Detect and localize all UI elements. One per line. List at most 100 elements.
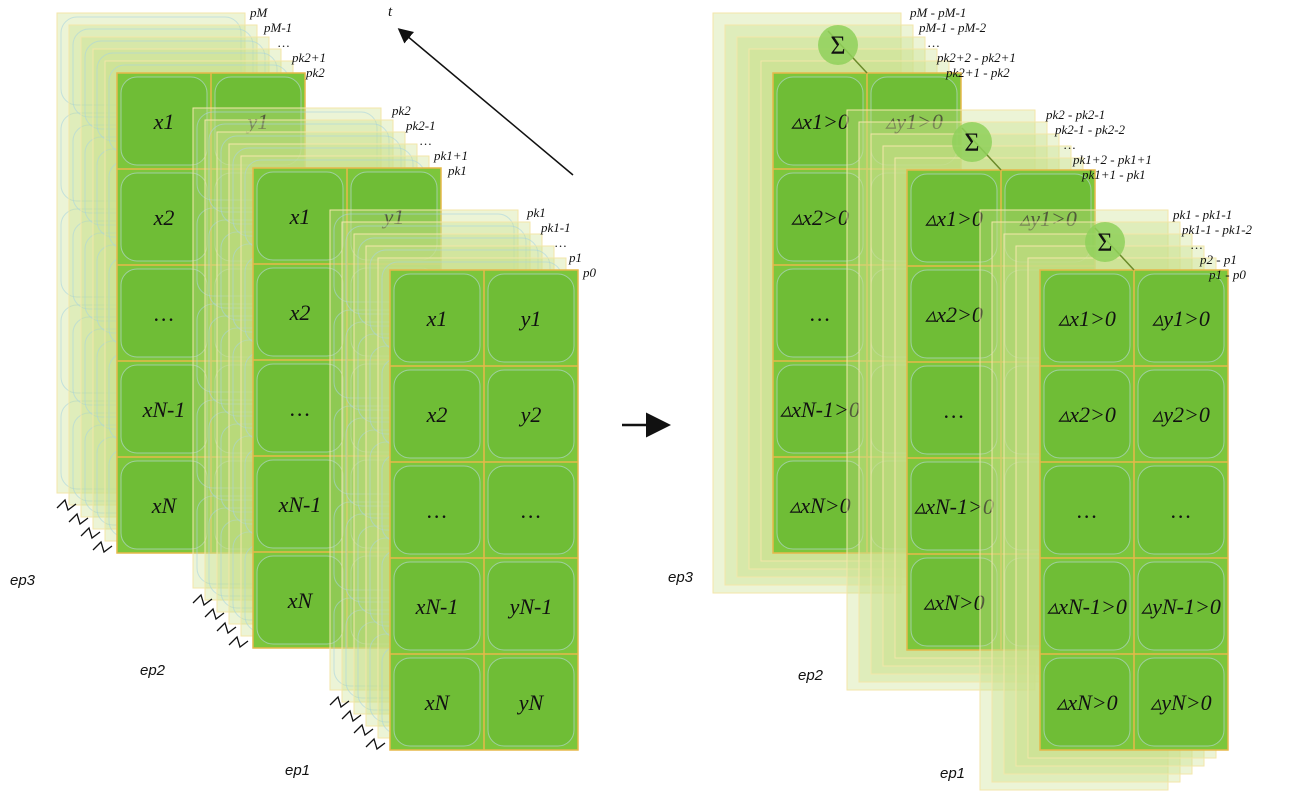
cell-label: x1 xyxy=(426,306,448,331)
step-label: … xyxy=(420,133,432,148)
cell-label: xN-1 xyxy=(142,397,186,422)
step-label: … xyxy=(278,35,290,50)
cell-label: y1 xyxy=(519,306,542,331)
timing-icon xyxy=(192,593,213,607)
step-label: pk1-1 - pk1-2 xyxy=(1181,222,1253,237)
step-label: … xyxy=(1191,237,1203,252)
cell-box xyxy=(1137,657,1225,747)
sum-symbol: Σ xyxy=(964,128,979,157)
cell-label: … xyxy=(1077,498,1097,523)
cell-label: ▵x1>0 xyxy=(791,109,849,134)
cell-box xyxy=(1043,561,1131,651)
step-label: pk2 xyxy=(391,103,411,118)
cell-label: x2 xyxy=(426,402,448,427)
cell-box xyxy=(120,460,208,550)
cell-label: ▵x2>0 xyxy=(925,302,983,327)
cell-label: ▵yN>0 xyxy=(1150,690,1211,715)
timing-icon xyxy=(56,498,77,512)
cell-box xyxy=(776,172,864,262)
cell-box xyxy=(393,561,481,651)
cell-box xyxy=(393,657,481,747)
cell-box xyxy=(1137,561,1225,651)
timing-icon xyxy=(92,540,113,554)
cell-box xyxy=(776,364,864,454)
step-label: … xyxy=(1064,137,1076,152)
episode-label: ep2 xyxy=(140,662,166,679)
step-label: pM - pM-1 xyxy=(909,5,966,20)
cell-label: … xyxy=(810,301,830,326)
cell-box xyxy=(393,273,481,363)
time-arrow xyxy=(397,28,574,176)
episode-label: ep1 xyxy=(940,765,965,782)
cell-label: … xyxy=(427,498,447,523)
cell-box xyxy=(487,369,575,459)
cell-box xyxy=(393,465,481,555)
step-label: pk1 xyxy=(526,205,546,220)
step-label: pM-1 - pM-2 xyxy=(918,20,987,35)
cell-label: … xyxy=(1171,498,1191,523)
timing-icon xyxy=(228,635,249,649)
cell-label: ▵yN-1>0 xyxy=(1141,594,1221,619)
cell-box xyxy=(910,557,998,647)
cell-label: y1 xyxy=(246,109,269,134)
step-label: pk2+1 - pk2 xyxy=(945,65,1010,80)
cell-box xyxy=(776,460,864,550)
cell-label: … xyxy=(944,398,964,423)
timing-icon xyxy=(365,737,386,751)
cell-box xyxy=(1004,173,1092,263)
cell-label: xN xyxy=(424,690,451,715)
cell-box xyxy=(1137,273,1225,363)
step-label: pk2+1 xyxy=(291,50,326,65)
step-label: pk2+2 - pk2+1 xyxy=(936,50,1016,65)
step-label: p1 - p0 xyxy=(1208,267,1246,282)
cell-box xyxy=(1137,369,1225,459)
cell-label: ▵x2>0 xyxy=(791,205,849,230)
cell-box xyxy=(487,465,575,555)
cell-box xyxy=(487,657,575,747)
cell-label: ▵xN>0 xyxy=(923,590,984,615)
timing-icon xyxy=(353,723,374,737)
sum-circle xyxy=(952,122,992,162)
cell-label: y2 xyxy=(519,402,542,427)
step-label: pk1+2 - pk1+1 xyxy=(1072,152,1152,167)
cell-label: xN xyxy=(151,493,178,518)
cell-box xyxy=(776,76,864,166)
cell-label: x2 xyxy=(289,300,311,325)
cell-label: yN-1 xyxy=(508,594,553,619)
cell-label: ▵xN>0 xyxy=(1056,690,1117,715)
cell-label: ▵x2>0 xyxy=(1058,402,1116,427)
sum-symbol: Σ xyxy=(830,31,845,60)
step-label: pk2-1 - pk2-2 xyxy=(1054,122,1126,137)
cell-box xyxy=(120,76,208,166)
cell-label: xN xyxy=(287,588,314,613)
cell-label: ▵y1>0 xyxy=(1152,306,1210,331)
step-label: pk1-1 xyxy=(540,220,571,235)
cell-box xyxy=(1043,465,1131,555)
timing-icon xyxy=(68,512,89,526)
episode-label: ep3 xyxy=(10,572,36,589)
timing-icon xyxy=(216,621,237,635)
cell-box xyxy=(214,76,302,166)
cell-label: ▵xN>0 xyxy=(789,493,850,518)
step-label: p0 xyxy=(582,265,597,280)
step-label: pk2-1 xyxy=(405,118,436,133)
cell-box xyxy=(910,461,998,551)
cell-box xyxy=(910,173,998,263)
step-label: pk1 - pk1-1 xyxy=(1172,207,1232,222)
step-label: pk2 - pk2-1 xyxy=(1045,107,1105,122)
step-label: … xyxy=(928,35,940,50)
step-label: pk1+1 - pk1 xyxy=(1081,167,1146,182)
cell-box xyxy=(870,76,958,166)
cell-label: x1 xyxy=(153,109,175,134)
timing-icon xyxy=(204,607,225,621)
cell-label: ▵x1>0 xyxy=(1058,306,1116,331)
step-label: pk2 xyxy=(305,65,325,80)
cell-box xyxy=(120,364,208,454)
timing-icon xyxy=(329,695,350,709)
cell-box xyxy=(910,269,998,359)
cell-box xyxy=(910,365,998,455)
step-label: pk1 xyxy=(447,163,467,178)
episode-label: ep3 xyxy=(668,569,694,586)
cell-box xyxy=(1043,273,1131,363)
